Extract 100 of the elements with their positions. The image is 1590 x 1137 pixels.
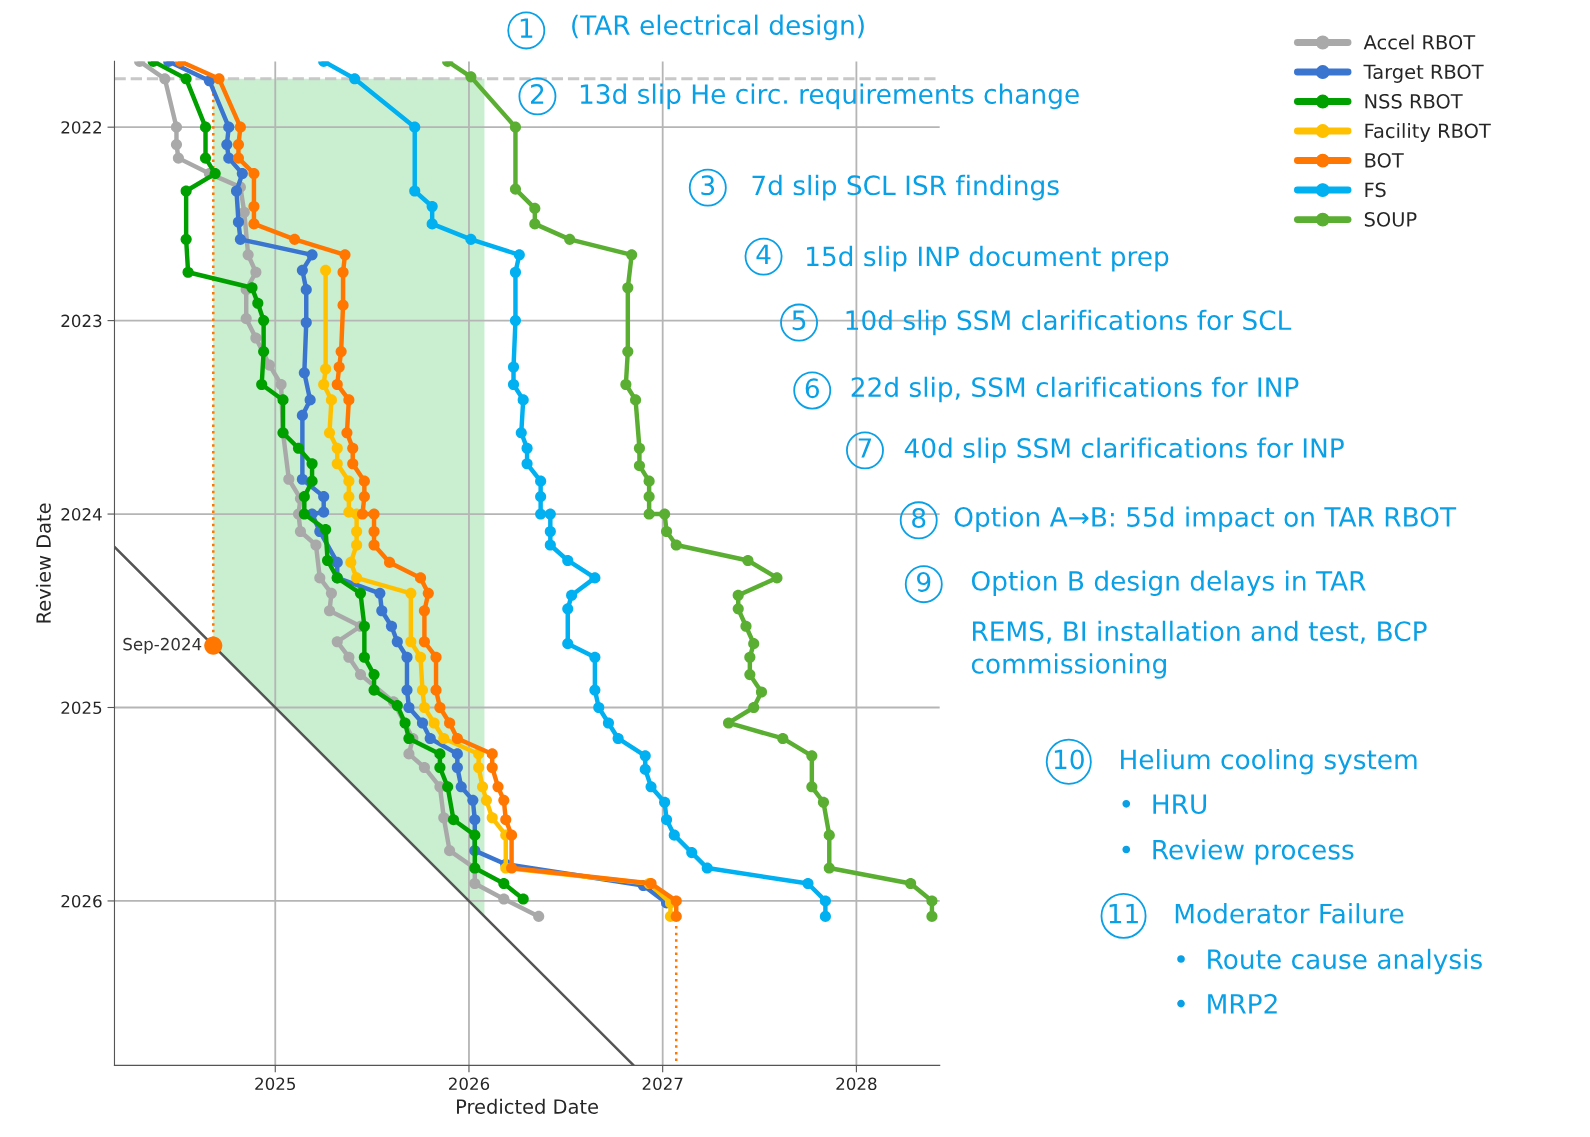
point	[320, 264, 332, 276]
point	[521, 458, 533, 470]
point	[444, 845, 456, 857]
x-tick-label: 2027	[642, 1077, 683, 1091]
point	[740, 620, 752, 632]
point	[246, 282, 258, 294]
point	[385, 620, 398, 632]
point	[562, 554, 574, 567]
text: Moderator Failure	[1175, 903, 1404, 924]
point	[275, 378, 287, 390]
point	[368, 539, 380, 551]
point	[476, 781, 489, 793]
point	[430, 651, 442, 663]
point	[199, 121, 212, 133]
point	[223, 121, 235, 133]
point	[455, 781, 467, 793]
point	[513, 249, 525, 261]
point	[343, 475, 355, 487]
point	[306, 249, 318, 261]
point	[467, 794, 479, 806]
point	[498, 893, 510, 905]
point	[418, 636, 430, 648]
point	[506, 829, 518, 841]
point	[426, 200, 438, 213]
point	[633, 442, 645, 454]
point	[180, 185, 192, 197]
point	[670, 539, 682, 551]
point	[306, 475, 318, 487]
point	[296, 264, 308, 276]
text: 1	[520, 18, 533, 38]
point	[465, 71, 477, 83]
point	[589, 684, 601, 696]
point	[509, 315, 522, 327]
point	[250, 332, 262, 344]
point	[529, 202, 541, 214]
point	[368, 684, 380, 696]
point	[339, 249, 351, 261]
point	[345, 556, 357, 568]
point	[221, 139, 233, 151]
point	[323, 427, 336, 439]
point	[358, 651, 370, 663]
point	[374, 587, 386, 599]
point	[498, 794, 510, 806]
point	[351, 525, 363, 538]
legend-label: Accel RBOT	[1363, 34, 1476, 50]
x-tick-label: 2026	[448, 1077, 490, 1091]
point	[298, 367, 310, 379]
point	[401, 684, 413, 696]
point	[633, 460, 645, 472]
y-tick-label: 2024	[61, 508, 102, 521]
annotation: 2	[530, 84, 544, 104]
point	[368, 525, 380, 538]
point	[331, 442, 343, 454]
point	[343, 651, 355, 663]
point	[347, 442, 359, 454]
point	[465, 233, 477, 245]
text: • MRP2	[1177, 993, 1277, 1014]
point	[926, 910, 938, 922]
point	[298, 508, 310, 520]
point	[802, 877, 814, 890]
x-tick-label: 2028	[836, 1077, 877, 1091]
point	[701, 862, 713, 874]
point	[529, 218, 541, 230]
point	[451, 748, 463, 760]
point	[306, 458, 318, 470]
point	[318, 491, 330, 503]
point	[242, 249, 254, 261]
point	[283, 473, 295, 485]
annotation: 10d slip SSM clarifications for SCL	[846, 309, 1292, 336]
text: (TAR electrical design)	[572, 14, 864, 41]
point	[742, 554, 754, 567]
point	[391, 636, 403, 648]
point	[517, 394, 529, 406]
point	[744, 651, 756, 663]
point	[498, 877, 510, 890]
point	[310, 539, 322, 551]
text: Option A→B: 55d impact on TAR RBOT	[954, 506, 1457, 533]
point	[343, 491, 355, 503]
point	[405, 636, 417, 648]
point	[492, 781, 504, 793]
y-tick-label: 2025	[61, 701, 102, 715]
point	[659, 508, 671, 520]
point	[418, 701, 430, 714]
point	[566, 589, 578, 601]
point	[258, 315, 270, 327]
point	[331, 378, 343, 390]
point	[500, 814, 512, 826]
point	[333, 361, 345, 373]
annotation: 4	[756, 244, 771, 264]
point	[668, 829, 680, 841]
point	[517, 893, 529, 905]
point	[170, 121, 183, 133]
point	[506, 862, 518, 874]
point	[486, 748, 498, 760]
point	[544, 508, 556, 520]
point	[509, 183, 522, 195]
point	[469, 814, 481, 826]
point	[442, 781, 454, 793]
point	[486, 812, 498, 824]
point	[744, 669, 756, 681]
